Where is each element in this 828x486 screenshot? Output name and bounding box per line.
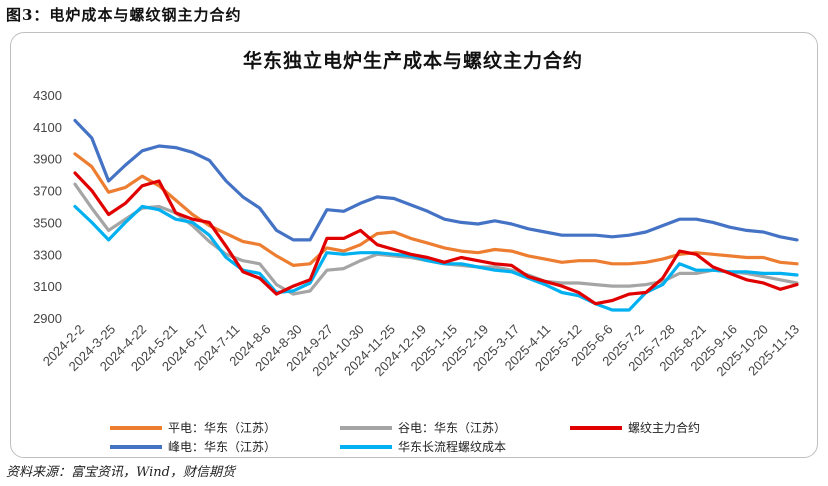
legend-label-1: 峰电：华东（江苏） [168, 440, 276, 454]
source-note: 资料来源：富宝资讯，Wind，财信期货 [6, 465, 235, 480]
y-tick-label: 3100 [33, 279, 62, 294]
chart-frame [10, 32, 818, 458]
y-tick-label: 4300 [33, 88, 62, 103]
y-tick-label: 3500 [33, 215, 62, 230]
y-tick-label: 3300 [33, 247, 62, 262]
series-line-3 [73, 171, 799, 306]
y-axis-ticks: 2900 3100 3300 3500 3700 3900 4100 4300 [33, 88, 62, 326]
series-line-1 [73, 118, 799, 242]
y-tick-label: 2900 [33, 311, 62, 326]
legend-label-3: 螺纹主力合约 [628, 420, 700, 435]
figure-caption: 图3：电炉成本与螺纹钢主力合约 [6, 6, 242, 24]
series-line-4 [73, 204, 799, 312]
legend-label-0: 平电：华东（江苏） [168, 421, 276, 435]
y-tick-label: 4100 [33, 120, 62, 135]
series-lines [73, 118, 799, 312]
x-axis-ticks: 2024-2-22024-3-252024-4-222024-5-212024-… [40, 322, 802, 380]
legend-label-2: 谷电：华东（江苏） [398, 421, 506, 435]
y-tick-label: 3700 [33, 184, 62, 199]
legend-label-4: 华东长流程螺纹成本 [398, 439, 506, 454]
y-tick-label: 3900 [33, 152, 62, 167]
series-line-2 [73, 182, 799, 296]
chart-title: 华东独立电炉生产成本与螺纹主力合约 [243, 49, 583, 72]
series-line-0 [73, 152, 799, 267]
